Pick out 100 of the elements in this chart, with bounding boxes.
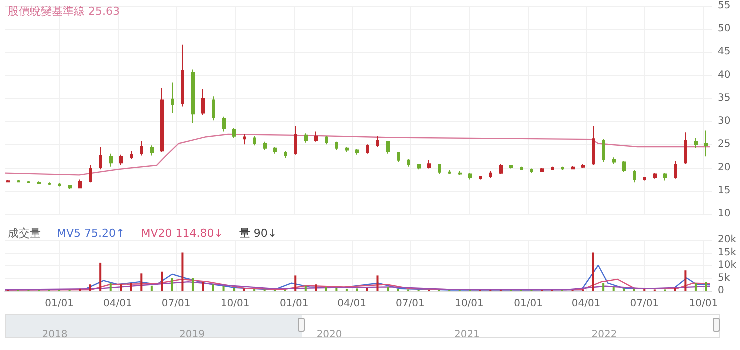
candlestick (6, 180, 10, 184)
candlestick (284, 150, 287, 160)
bar (376, 276, 379, 291)
candlestick (201, 88, 205, 116)
bar (294, 276, 297, 291)
bar (100, 262, 102, 291)
candlestick (304, 133, 308, 144)
candlestick (335, 141, 338, 151)
candlestick (150, 145, 154, 156)
bar (387, 287, 390, 291)
candlestick (294, 126, 297, 156)
candlestick (684, 132, 687, 165)
bar (336, 288, 338, 291)
x-tick-label: 04/01 (338, 298, 366, 310)
y-tick-label: 35 (718, 92, 731, 104)
x-tick-label: 07/01 (630, 298, 660, 310)
bar (705, 282, 708, 291)
x-tick-label: 01/01 (514, 298, 543, 310)
y-tick-label: 5k (718, 272, 730, 284)
bar (674, 288, 676, 291)
candlestick (622, 160, 626, 173)
candlestick (222, 116, 226, 132)
line-series (4, 134, 711, 176)
x-tick-label: 04/01 (572, 298, 601, 310)
candlestick (130, 150, 133, 160)
candlestick (468, 172, 472, 180)
y-tick-label: 10k (718, 260, 737, 271)
candlestick (653, 172, 657, 180)
candlestick (263, 141, 267, 151)
candlestick (171, 82, 174, 114)
candlestick (438, 164, 441, 175)
candlestick (530, 168, 533, 174)
candlestick (345, 146, 349, 153)
candlestick (89, 164, 92, 184)
candlestick (633, 170, 636, 184)
candlestick (643, 176, 646, 182)
candlestick (551, 166, 554, 171)
text: MV20 114.80↓ (141, 227, 224, 240)
bar (222, 286, 225, 291)
candlestick (243, 134, 246, 146)
y-tick-label: 15k (718, 247, 737, 258)
y-tick-label: 20 (718, 162, 731, 174)
candlestick (160, 88, 164, 153)
bar (612, 287, 615, 291)
x-tick-label: 04/01 (104, 298, 132, 310)
bar (325, 287, 328, 291)
bar (304, 286, 307, 291)
candlestick (366, 144, 369, 154)
candlestick (386, 140, 390, 154)
x-tick-label: 10/01 (689, 298, 718, 310)
candlestick (212, 96, 215, 122)
y-tick-label: 30 (718, 116, 731, 128)
candlestick (397, 152, 400, 163)
candlestick (78, 179, 82, 190)
y-tick-label: 40 (718, 70, 731, 81)
y-tick-label: 25 (718, 139, 731, 150)
x-tick-label: 01/01 (280, 298, 309, 310)
y-tick-label: 45 (718, 46, 731, 58)
bar (171, 278, 174, 291)
candlestick (99, 146, 102, 170)
y-tick-label: 0 (718, 286, 724, 296)
candlestick (376, 136, 379, 148)
bar (89, 284, 92, 291)
candlestick (407, 158, 410, 168)
candlestick (27, 180, 30, 184)
x-tick-label: 07/01 (396, 298, 425, 310)
candlestick (499, 164, 503, 175)
y-tick-label: 10 (718, 208, 731, 220)
bar (684, 270, 687, 291)
y-tick-label: 20k (718, 234, 737, 246)
candlestick (581, 164, 585, 169)
candlestick (273, 146, 277, 154)
bar (202, 282, 204, 291)
bar (602, 283, 605, 291)
bar (140, 274, 143, 291)
candlestick (602, 138, 605, 163)
candlestick (181, 44, 184, 108)
candlestick (520, 166, 523, 172)
x-tick-label: 01/01 (45, 298, 74, 310)
line-series (4, 281, 711, 291)
bar (130, 283, 132, 291)
y-tick-label: 55 (718, 0, 731, 12)
bar (161, 272, 164, 291)
x-tick-label: 10/01 (455, 298, 484, 310)
x2-tick-label: 2022 (592, 330, 618, 340)
bar (120, 284, 122, 291)
x-tick-label: 10/01 (220, 298, 250, 310)
y-tick-label: 15 (718, 185, 731, 196)
candlestick (458, 170, 462, 176)
candlestick (314, 131, 318, 142)
candlestick (119, 154, 123, 166)
y-tick-label: 50 (718, 24, 731, 35)
bar (315, 284, 318, 291)
candlestick (674, 160, 677, 180)
candlestick (509, 164, 513, 170)
candlestick (58, 182, 61, 188)
candlestick (355, 148, 359, 156)
bar (592, 252, 594, 291)
candlestick (17, 180, 20, 184)
candlestick (540, 168, 544, 173)
